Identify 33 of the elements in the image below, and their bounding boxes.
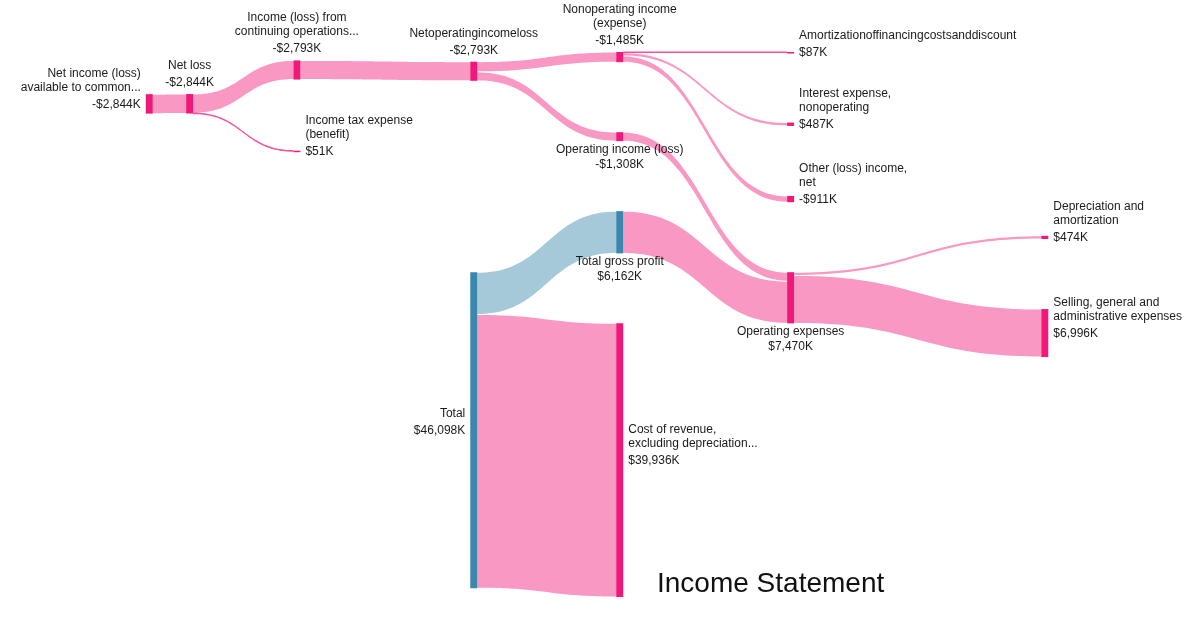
text: Income Statement (657, 567, 885, 598)
category-label: Net loss (167, 58, 212, 73)
data-label: -$2,844K (165, 75, 214, 90)
data-label: -$2,793K (272, 41, 322, 56)
category-label: Other (loss) income, net (799, 161, 908, 190)
category-label: Cost of revenue, excluding depreciation... (628, 422, 758, 451)
data-label: -$2,793K (449, 42, 499, 57)
data-label: $39,936K (628, 453, 680, 468)
category-label: Amortizationoffinancingcostsanddiscount (799, 28, 1018, 43)
data-label: $7,470K (768, 339, 813, 354)
data-label: $6,162K (597, 269, 643, 284)
category-label: Operating income (loss) (556, 142, 684, 157)
category-label: Interest expense, nonoperating (799, 86, 892, 115)
category-label: Total (439, 406, 466, 421)
data-label: $87K (799, 45, 828, 60)
data-label: -$911K (799, 192, 837, 207)
data-label: $474K (1053, 230, 1088, 245)
category-label: Nonoperating income (expense) (562, 2, 678, 30)
category-label: Selling, general and administrative expenses (1053, 295, 1183, 324)
category-label: Depreciation and amortization (1053, 199, 1145, 228)
category-label: Net income (loss) available to common... (20, 65, 141, 94)
category-label: Income tax expense (benefit) (305, 112, 414, 141)
category-label: Income (loss) from continuing operations... (234, 10, 359, 39)
category-label: Netoperatingincomeloss (409, 25, 539, 40)
data-label: -$1,485K (595, 33, 645, 47)
data-label: $51K (305, 143, 334, 158)
category-label: Total gross profit (575, 254, 665, 269)
data-label: -$2,844K (92, 96, 141, 111)
data-label: $46,098K (413, 423, 466, 438)
category-label: Operating expenses (736, 324, 845, 339)
data-label: $6,996K (1053, 326, 1099, 341)
data-label: -$1,308K (595, 157, 645, 172)
data-label: $487K (799, 117, 834, 132)
